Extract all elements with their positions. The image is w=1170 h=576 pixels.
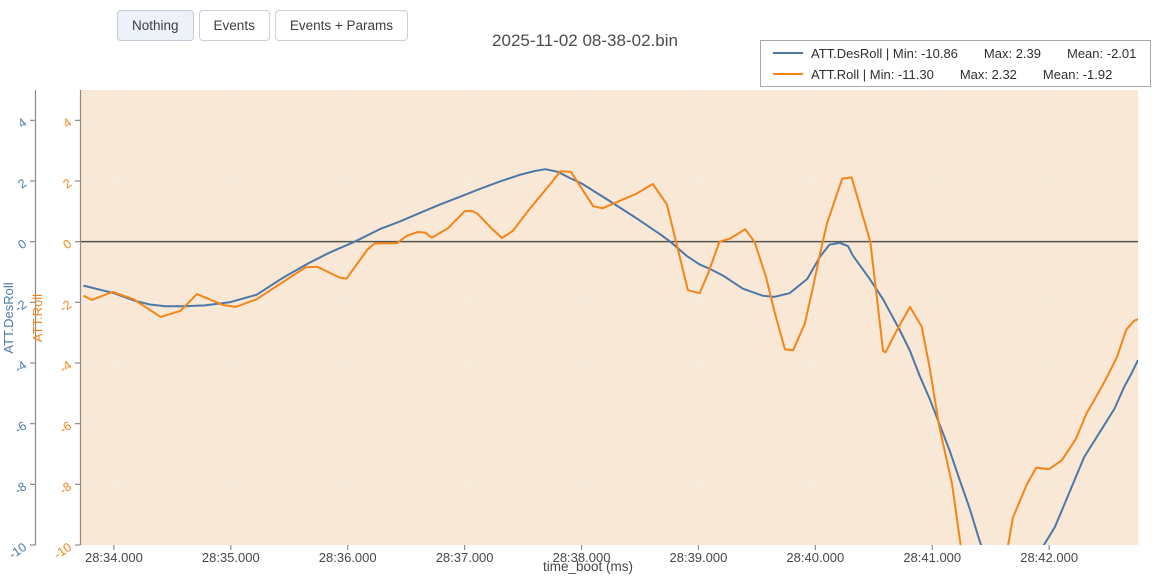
mode-button-events[interactable]: Events <box>198 10 270 41</box>
x-tick-label: 28:40.000 <box>786 550 844 565</box>
roll-line-swatch <box>773 73 803 75</box>
y-tick-label: -8 <box>12 479 29 497</box>
y-tick-label: -6 <box>12 419 29 437</box>
mode-button-nothing[interactable]: Nothing <box>117 10 194 41</box>
y-tick-label: -6 <box>57 419 74 437</box>
x-tick-label: 28:38.000 <box>553 550 611 565</box>
series-group <box>83 168 1140 576</box>
series-line-att-desroll[interactable] <box>83 168 1139 571</box>
chart-legend: ATT.DesRoll | Min: -10.86 Max: 2.39 Mean: … <box>760 40 1151 87</box>
x-tick-label: 28:36.000 <box>319 550 377 565</box>
y-tick-label: 2 <box>15 176 29 191</box>
x-tick-label: 28:34.000 <box>85 550 143 565</box>
y-tick-label: -10 <box>51 540 74 562</box>
y-tick-label: -8 <box>57 479 74 497</box>
x-tick-label: 28:37.000 <box>436 550 494 565</box>
plot-area[interactable] <box>80 90 1138 545</box>
x-tick-label: 28:42.000 <box>1020 550 1078 565</box>
desroll-line-swatch <box>773 52 803 54</box>
x-axis-title: time_boot (ms) <box>543 559 633 574</box>
y-tick-label: -2 <box>57 297 74 315</box>
x-tick-label: 28:41.000 <box>903 550 961 565</box>
y-tick-label: -10 <box>6 540 29 562</box>
legend-item-label: ATT.Roll | Min: -11.30 Max: 2.32 Mean: -1.… <box>811 66 1113 82</box>
y-tick-label: 4 <box>60 115 74 130</box>
y-tick-label: -4 <box>57 358 74 376</box>
y-axis-title-roll: ATT.Roll <box>30 294 45 342</box>
legend-item-label: ATT.DesRoll | Min: -10.86 Max: 2.39 Mean: … <box>811 45 1137 61</box>
y-tick-label: -4 <box>12 358 29 376</box>
legend-item-desroll[interactable]: ATT.DesRoll | Min: -10.86 Max: 2.39 Mean: … <box>769 44 1142 63</box>
y-tick-label: 4 <box>15 115 29 130</box>
y-axis-title-desroll: ATT.DesRoll <box>1 282 16 353</box>
y-tick-label: 2 <box>60 176 74 191</box>
y-tick-label: 0 <box>15 237 29 252</box>
legend-item-roll[interactable]: ATT.Roll | Min: -11.30 Max: 2.32 Mean: -1.… <box>769 65 1142 84</box>
series-line-att-roll[interactable] <box>83 170 1140 576</box>
annotation-mode-toolbar: Nothing Events Events + Params <box>117 10 408 41</box>
y-tick-label: 0 <box>60 237 74 252</box>
x-tick-label: 28:35.000 <box>202 550 260 565</box>
mode-button-events-params[interactable]: Events + Params <box>274 10 408 41</box>
x-tick-label: 28:39.000 <box>670 550 728 565</box>
